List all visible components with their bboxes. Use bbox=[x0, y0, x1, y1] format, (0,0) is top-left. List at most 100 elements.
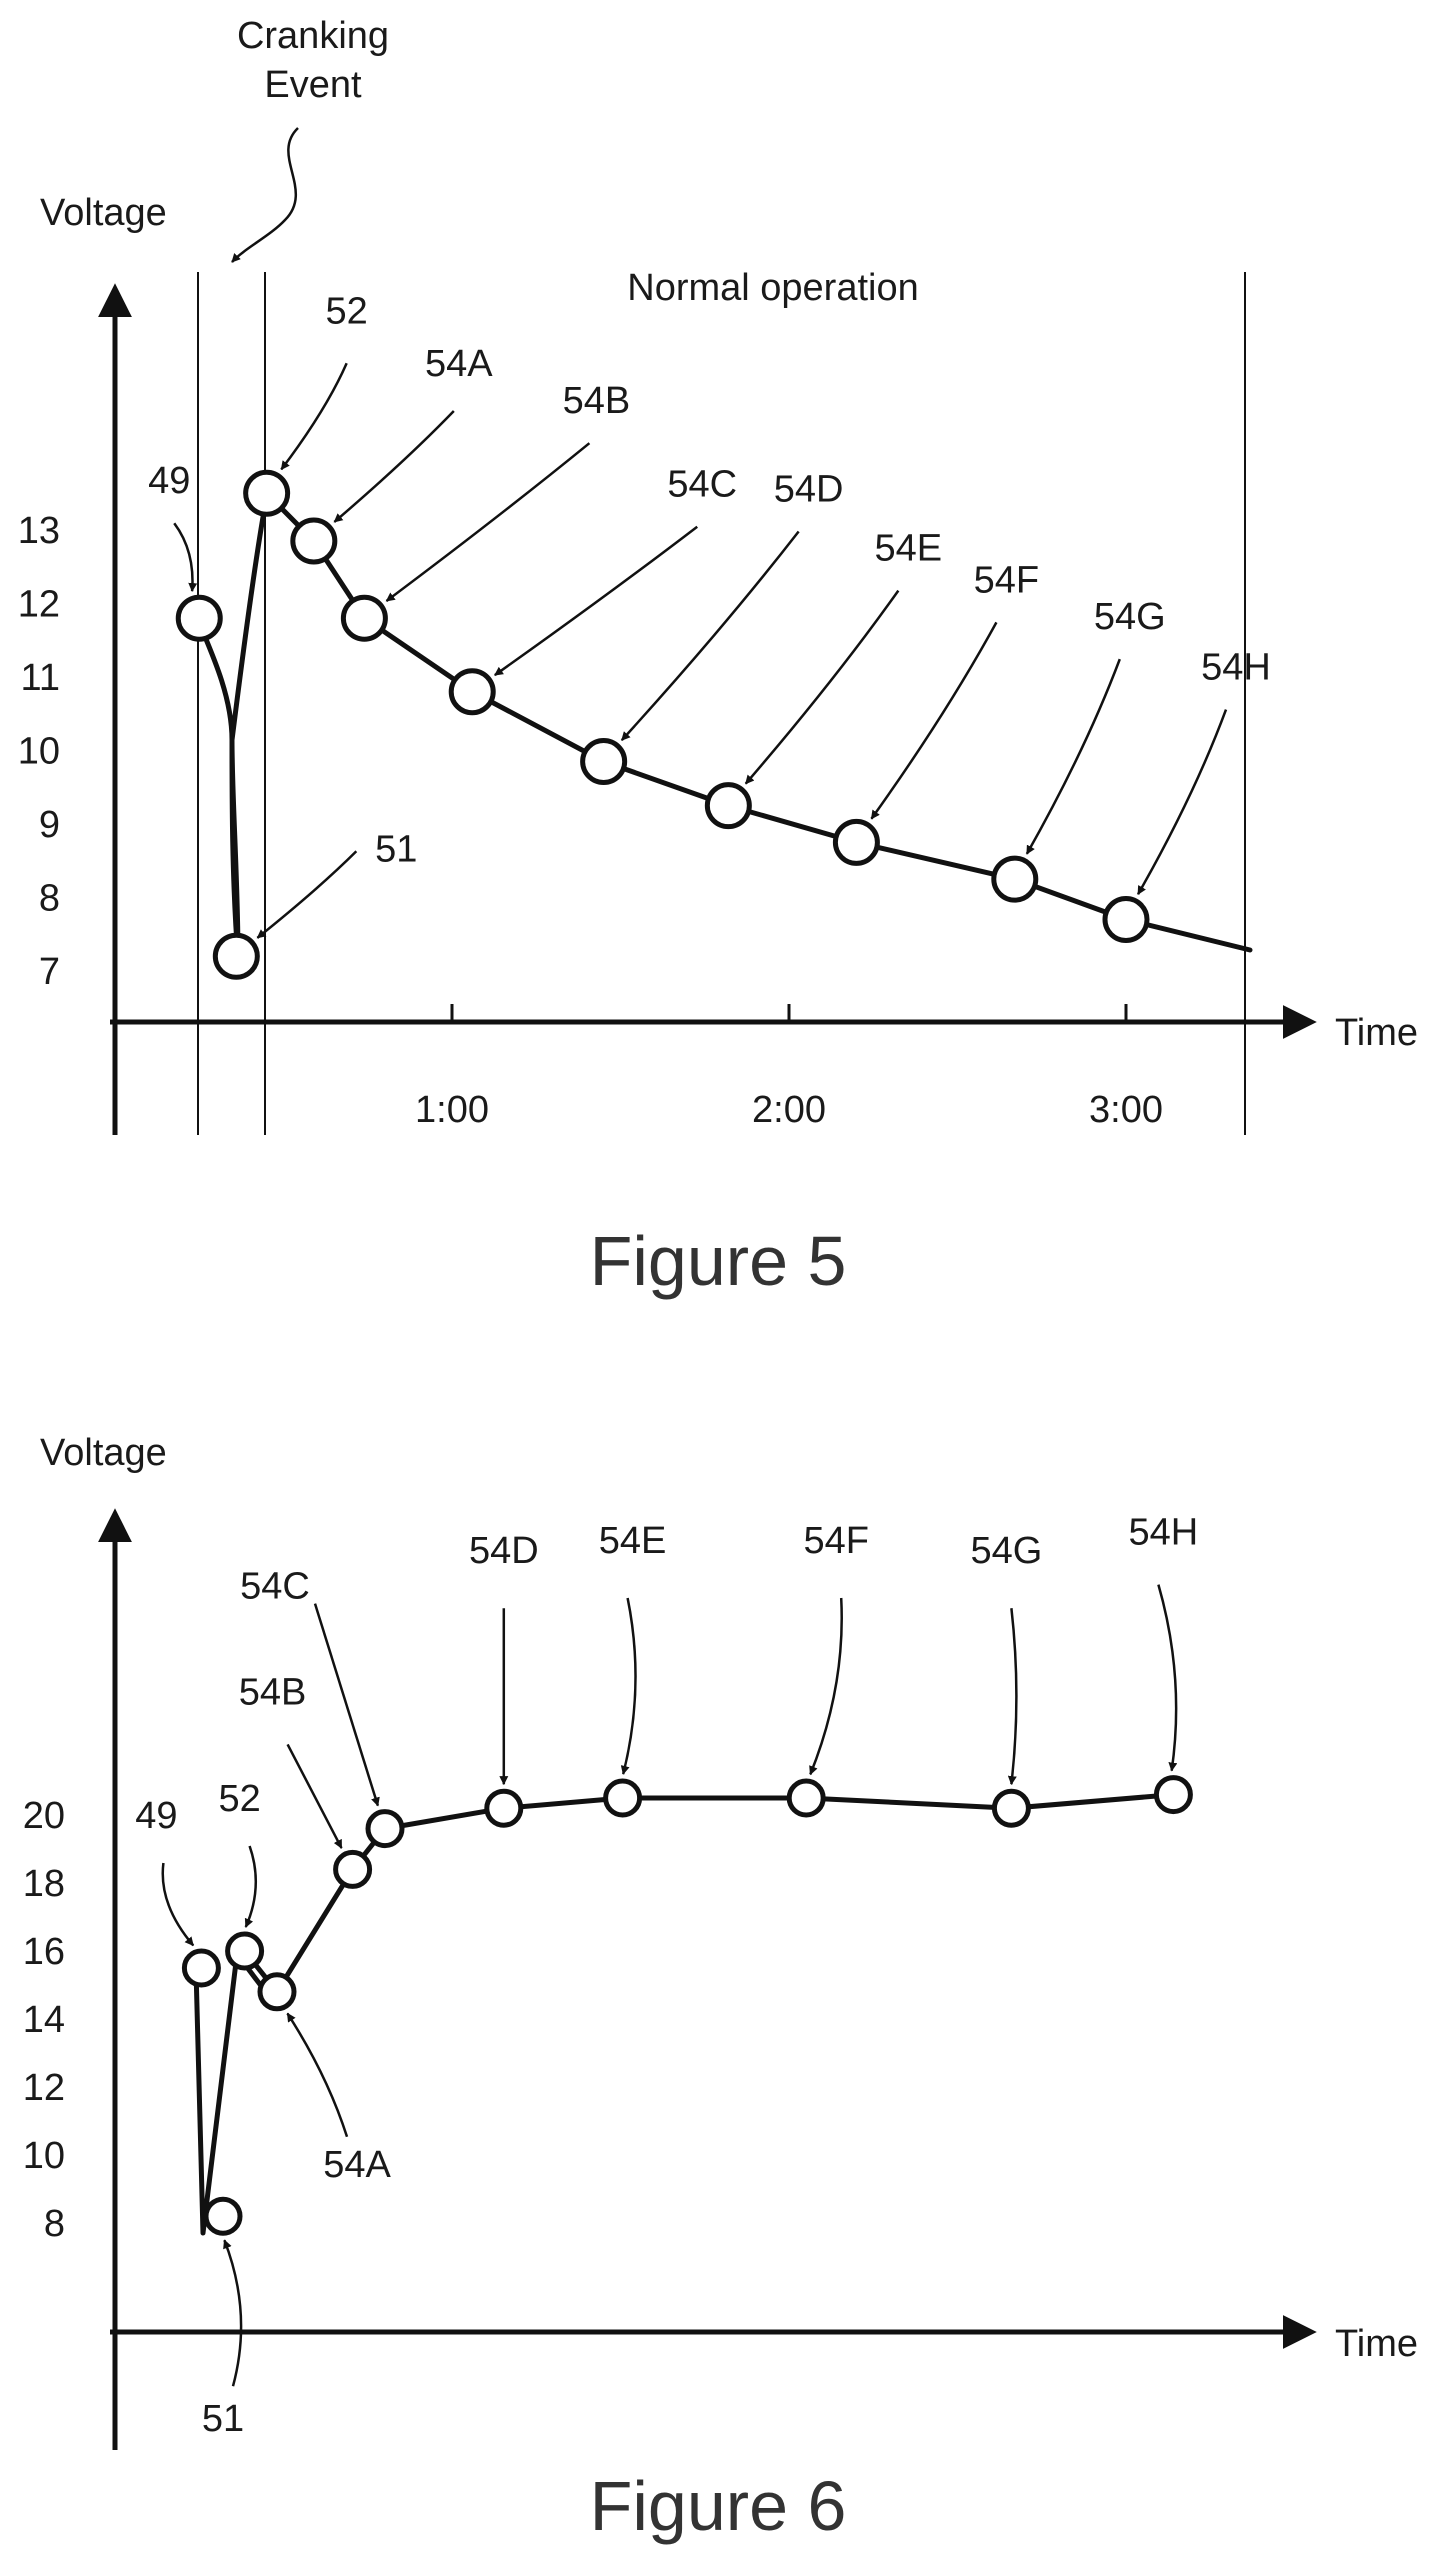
figure-5: Voltage Time Cranking Event Normal opera… bbox=[18, 15, 1418, 1300]
fig6-point-labels: 49 51 52 54A 54B 54C 54D 54E 54F 54G 54H bbox=[135, 1512, 1198, 2441]
fig6-points bbox=[181, 1775, 1193, 2236]
fig6-y-ticks: 20 18 16 14 12 10 8 bbox=[23, 1795, 65, 2245]
fig5-arrow-54h bbox=[1136, 709, 1228, 896]
fig5-point-51 bbox=[212, 932, 260, 980]
fig6-y-tick-20: 20 bbox=[23, 1795, 65, 1837]
fig5-point-54c bbox=[448, 668, 496, 716]
fig5-arrow-54c bbox=[494, 525, 698, 677]
fig5-label-54e: 54E bbox=[875, 528, 943, 570]
figure-6: Voltage Time 20 18 16 14 12 10 8 49 51 52 54A 54B 5… bbox=[23, 1432, 1418, 2545]
fig5-label-54d: 54D bbox=[774, 469, 844, 511]
fig5-point-54b bbox=[340, 594, 388, 642]
fig6-arrow-54a bbox=[286, 2012, 349, 2138]
fig6-y-label: Voltage bbox=[40, 1432, 167, 1474]
fig5-y-tick-12: 12 bbox=[18, 584, 60, 626]
fig5-point-54a bbox=[290, 517, 338, 565]
fig5-x-ticks: 1:00 2:00 3:00 bbox=[415, 1004, 1163, 1131]
fig6-point-54a bbox=[257, 1972, 297, 2012]
fig6-caption: Figure 6 bbox=[590, 2467, 847, 2545]
fig6-label-49: 49 bbox=[135, 1795, 177, 1837]
fig5-label-54a: 54A bbox=[425, 343, 493, 385]
fig5-cranking-label-1: Cranking bbox=[237, 15, 389, 57]
fig6-label-54b: 54B bbox=[239, 1671, 307, 1713]
fig6-y-tick-14: 14 bbox=[23, 1999, 65, 2041]
fig5-x-label: Time bbox=[1335, 1012, 1418, 1054]
fig6-arrow-51 bbox=[223, 2239, 243, 2387]
fig5-y-ticks: 13 12 11 10 9 8 7 bbox=[18, 510, 60, 993]
fig5-arrow-54b bbox=[385, 442, 591, 603]
fig5-caption: Figure 5 bbox=[590, 1222, 847, 1300]
fig5-cranking-arrow bbox=[231, 127, 299, 263]
fig6-y-tick-18: 18 bbox=[23, 1863, 65, 1905]
fig6-point-54g bbox=[991, 1788, 1031, 1828]
fig5-arrow-54g bbox=[1025, 658, 1121, 855]
fig5-arrow-54a bbox=[333, 410, 455, 523]
fig5-point-54d bbox=[580, 738, 628, 786]
fig5-x-tick-3-00: 3:00 bbox=[1089, 1089, 1163, 1131]
fig5-crank-curve-up bbox=[229, 497, 269, 961]
fig6-y-tick-12: 12 bbox=[23, 2067, 65, 2109]
fig5-label-51: 51 bbox=[375, 828, 417, 870]
fig6-label-54f: 54F bbox=[803, 1520, 868, 1562]
fig5-point-49 bbox=[175, 594, 223, 642]
fig5-label-54b: 54B bbox=[563, 380, 631, 422]
fig6-arrow-54h bbox=[1157, 1584, 1178, 1772]
fig6-label-54e: 54E bbox=[599, 1520, 667, 1562]
fig6-arrow-54f bbox=[809, 1597, 843, 1776]
fig5-y-tick-7: 7 bbox=[39, 951, 60, 993]
fig5-y-tick-10: 10 bbox=[18, 731, 60, 773]
fig6-y-tick-10: 10 bbox=[23, 2135, 65, 2177]
fig5-y-label: Voltage bbox=[40, 192, 167, 234]
fig6-label-51: 51 bbox=[202, 2398, 244, 2440]
fig5-point-52 bbox=[243, 469, 291, 517]
fig6-point-54b bbox=[333, 1849, 373, 1889]
fig6-point-52 bbox=[225, 1931, 265, 1971]
fig5-x-tick-2-00: 2:00 bbox=[752, 1089, 826, 1131]
fig5-point-labels: 49 51 52 54A 54B 54C 54D 54E 54F 54G 54H bbox=[148, 290, 1271, 870]
fig5-points bbox=[175, 469, 1150, 980]
fig6-label-54d: 54D bbox=[469, 1530, 539, 1572]
fig5-arrow-54e bbox=[744, 589, 900, 785]
fig5-y-tick-11: 11 bbox=[21, 657, 60, 699]
fig5-label-54c: 54C bbox=[667, 464, 737, 506]
fig5-y-tick-8: 8 bbox=[39, 878, 60, 920]
fig6-point-54h bbox=[1153, 1775, 1193, 1815]
fig6-y-tick-8: 8 bbox=[44, 2203, 65, 2245]
fig5-normal-operation-label: Normal operation bbox=[627, 267, 918, 309]
fig6-arrow-54b bbox=[286, 1743, 343, 1849]
fig6-arrow-54c bbox=[313, 1603, 380, 1807]
fig6-crank-curve bbox=[193, 1951, 271, 2236]
fig5-decay-curve bbox=[264, 490, 1253, 953]
fig5-arrow-54f bbox=[870, 621, 998, 820]
fig6-label-54h: 54H bbox=[1129, 1512, 1199, 1554]
fig6-arrow-52 bbox=[244, 1845, 257, 1928]
fig5-label-54g: 54G bbox=[1094, 596, 1166, 638]
fig5-y-tick-9: 9 bbox=[39, 804, 60, 846]
fig5-point-54e bbox=[704, 782, 752, 830]
fig6-x-label: Time bbox=[1335, 2323, 1418, 2365]
fig5-point-54h bbox=[1102, 896, 1150, 944]
fig5-arrow-49 bbox=[173, 522, 198, 593]
fig6-label-52: 52 bbox=[218, 1778, 260, 1820]
fig6-point-51 bbox=[203, 2196, 243, 2236]
fig6-arrow-54e bbox=[620, 1597, 637, 1775]
fig5-callout-arrows bbox=[173, 362, 1228, 939]
fig6-callout-arrows bbox=[161, 1584, 1178, 2387]
fig5-arrow-51 bbox=[256, 850, 358, 939]
fig6-y-tick-16: 16 bbox=[23, 1931, 65, 1973]
fig5-y-tick-13: 13 bbox=[18, 510, 60, 552]
fig6-arrow-54g bbox=[1007, 1608, 1018, 1786]
fig6-point-54f bbox=[786, 1778, 826, 1818]
fig5-arrow-54d bbox=[620, 530, 800, 742]
fig5-x-tick-1-00: 1:00 bbox=[415, 1089, 489, 1131]
fig5-label-52: 52 bbox=[326, 290, 368, 332]
fig6-label-54g: 54G bbox=[970, 1530, 1042, 1572]
fig5-point-54f bbox=[832, 818, 880, 866]
fig6-arrow-49 bbox=[161, 1862, 195, 1947]
fig5-arrow-52 bbox=[280, 362, 348, 471]
fig6-label-54a: 54A bbox=[323, 2144, 391, 2186]
fig5-label-49: 49 bbox=[148, 460, 190, 502]
fig5-point-54g bbox=[991, 855, 1039, 903]
